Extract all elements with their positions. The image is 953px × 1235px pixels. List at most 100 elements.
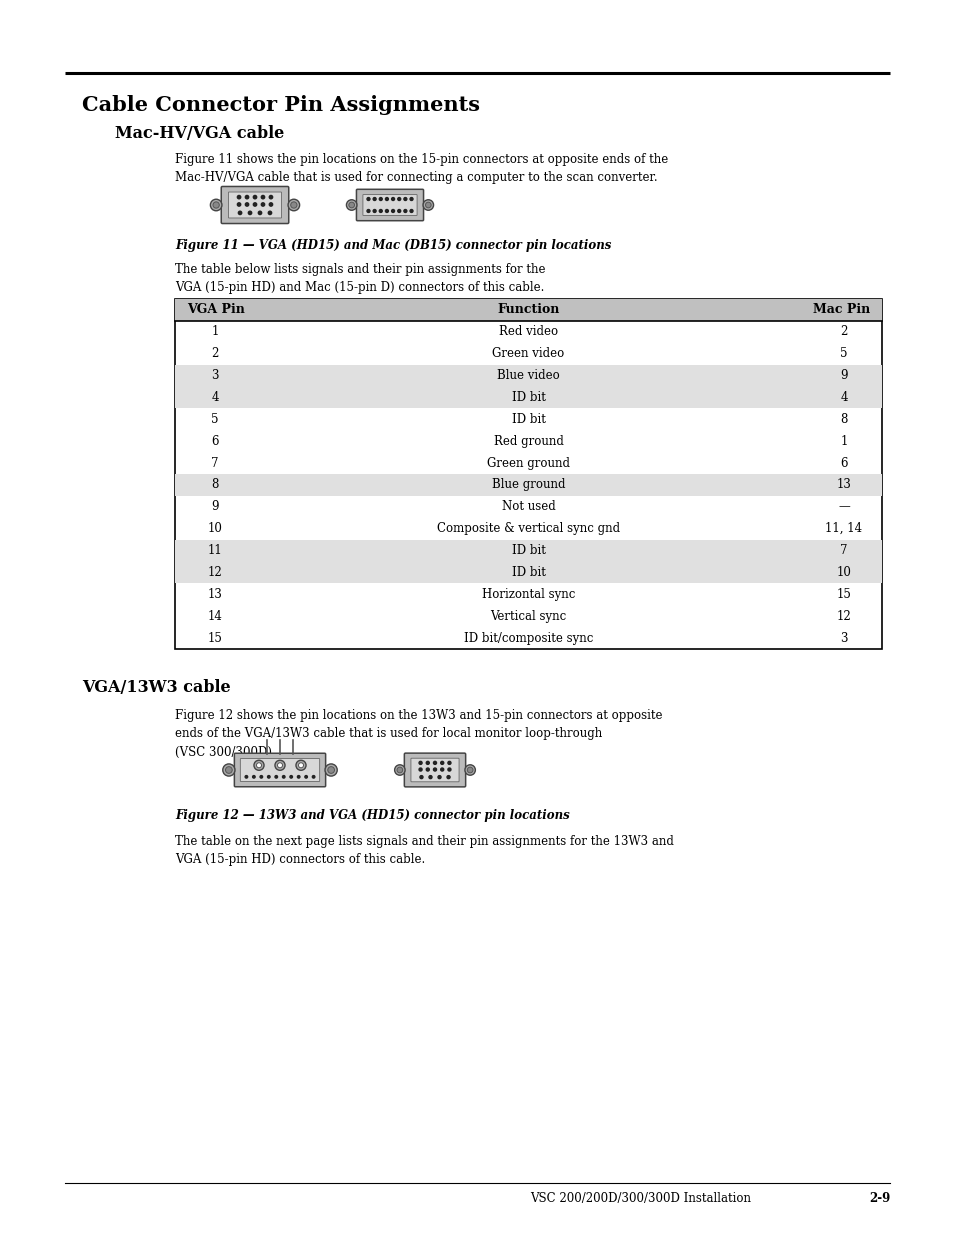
Circle shape [253,203,256,206]
Circle shape [349,203,355,207]
Text: 7: 7 [840,545,847,557]
Circle shape [274,776,277,778]
Circle shape [295,761,306,771]
Circle shape [391,198,395,200]
Text: Mac Pin: Mac Pin [812,304,869,316]
Circle shape [437,776,440,778]
Text: VGA Pin: VGA Pin [187,304,245,316]
Circle shape [403,210,406,212]
Text: 8: 8 [212,478,218,492]
Circle shape [373,210,375,212]
Text: Not used: Not used [501,500,555,514]
Text: 4: 4 [840,391,847,404]
FancyBboxPatch shape [221,186,289,224]
Circle shape [269,195,273,199]
Circle shape [448,761,451,764]
Text: 13: 13 [208,588,222,600]
Text: The table on the next page lists signals and their pin assignments for the 13W3 : The table on the next page lists signals… [174,835,673,867]
Circle shape [397,198,400,200]
Text: ID bit: ID bit [511,545,545,557]
Circle shape [397,210,400,212]
Text: Blue ground: Blue ground [491,478,565,492]
Text: Cable Connector Pin Assignments: Cable Connector Pin Assignments [82,95,479,115]
Text: ID bit: ID bit [511,412,545,426]
Text: Green video: Green video [492,347,564,361]
Text: 6: 6 [840,457,847,469]
Circle shape [464,764,475,776]
Circle shape [425,203,431,207]
Text: Green ground: Green ground [486,457,569,469]
Circle shape [237,195,240,199]
Text: VGA/13W3 cable: VGA/13W3 cable [82,679,231,697]
Circle shape [269,203,273,206]
Circle shape [274,761,285,771]
Circle shape [261,203,264,206]
Circle shape [440,761,443,764]
Circle shape [237,203,240,206]
Circle shape [245,776,248,778]
Text: 12: 12 [208,566,222,579]
Circle shape [290,776,293,778]
Text: 10: 10 [208,522,222,535]
Text: 3: 3 [211,369,218,382]
Circle shape [440,768,443,771]
Circle shape [410,198,413,200]
Circle shape [248,211,252,215]
Circle shape [396,767,402,773]
Text: ID bit/composite sync: ID bit/composite sync [463,631,593,645]
Text: Figure 11 shows the pin locations on the 15-pin connectors at opposite ends of t: Figure 11 shows the pin locations on the… [174,153,667,184]
Text: 15: 15 [208,631,222,645]
Text: Figure 12 shows the pin locations on the 13W3 and 15-pin connectors at opposite
: Figure 12 shows the pin locations on the… [174,709,661,760]
Text: 1: 1 [840,435,847,448]
Text: 9: 9 [840,369,847,382]
FancyBboxPatch shape [362,195,416,215]
Text: Red video: Red video [498,325,558,338]
Text: ID bit: ID bit [511,566,545,579]
Text: Function: Function [497,304,559,316]
Circle shape [260,776,262,778]
FancyBboxPatch shape [356,189,423,221]
Circle shape [223,764,234,776]
Text: VSC 200/200D/300/300D Installation: VSC 200/200D/300/300D Installation [530,1192,750,1205]
Circle shape [410,210,413,212]
Bar [174,540,882,562]
Circle shape [418,768,421,771]
Text: 12: 12 [836,610,850,622]
Circle shape [291,201,296,209]
Text: 8: 8 [840,412,847,426]
Circle shape [422,200,433,210]
Circle shape [211,199,222,211]
FancyBboxPatch shape [404,753,465,787]
Circle shape [253,195,256,199]
Circle shape [367,198,370,200]
Circle shape [447,776,450,778]
Circle shape [225,767,232,773]
Circle shape [426,768,429,771]
Text: 5: 5 [211,412,218,426]
Circle shape [258,211,261,215]
FancyBboxPatch shape [411,758,458,782]
Circle shape [433,768,436,771]
Text: The table below lists signals and their pin assignments for the
VGA (15-pin HD) : The table below lists signals and their … [174,263,545,294]
Circle shape [297,776,299,778]
Text: 11: 11 [208,545,222,557]
Circle shape [253,761,264,771]
Bar [174,364,882,387]
Text: 1: 1 [212,325,218,338]
Bar [174,299,882,650]
Text: Blue video: Blue video [497,369,559,382]
FancyBboxPatch shape [240,758,319,782]
Circle shape [367,210,370,212]
Circle shape [385,210,388,212]
Circle shape [403,198,406,200]
Circle shape [426,761,429,764]
Circle shape [305,776,307,778]
Circle shape [312,776,314,778]
Text: 14: 14 [208,610,222,622]
Text: 9: 9 [211,500,218,514]
FancyBboxPatch shape [234,753,325,787]
Circle shape [261,195,264,199]
Circle shape [325,764,336,776]
Circle shape [238,211,241,215]
Circle shape [379,198,382,200]
